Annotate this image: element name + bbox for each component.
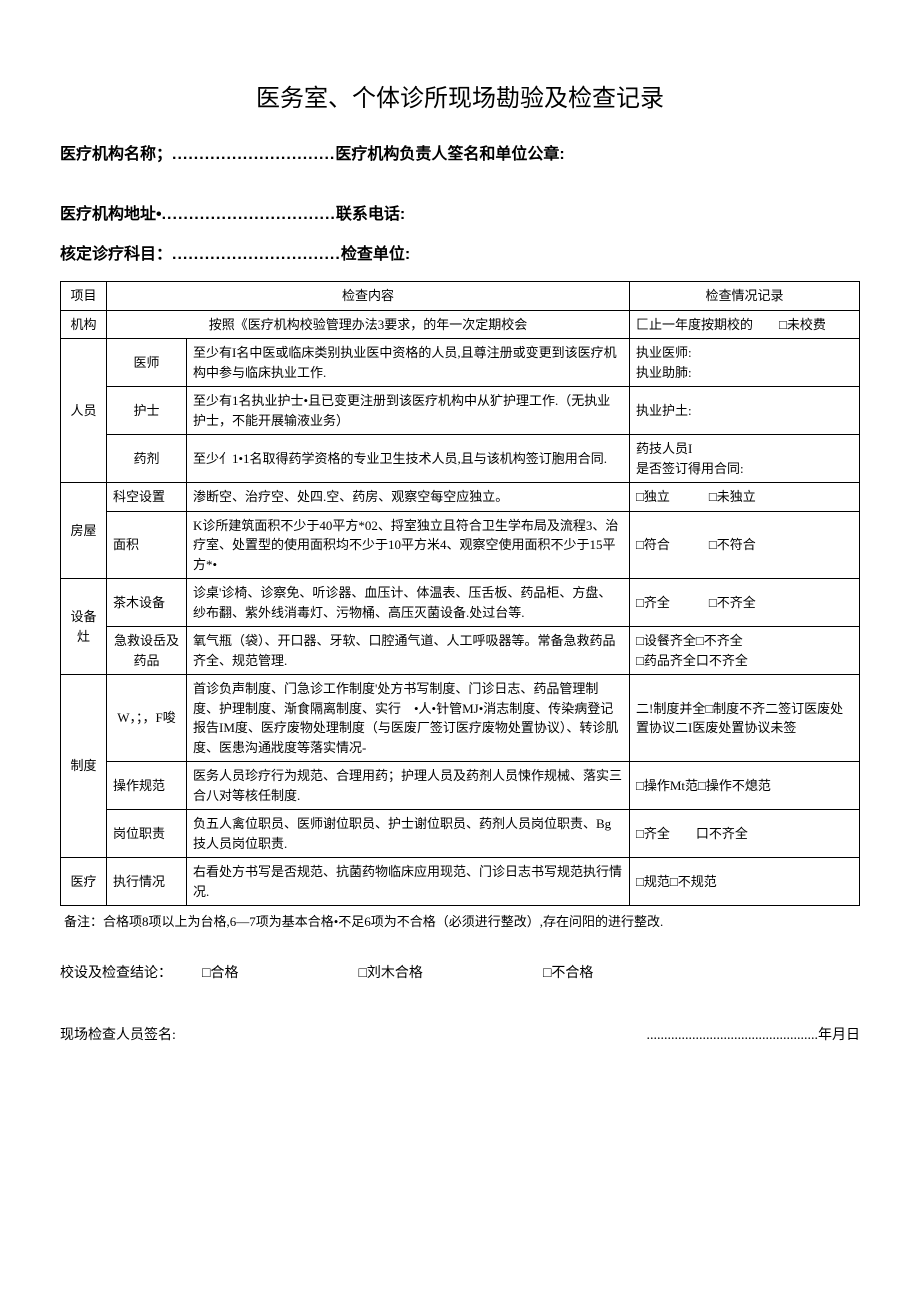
cell-rescue-record: □设餐齐全□不齐全 □药品齐全口不齐全 [630, 627, 860, 675]
cell-rescue-sub: 急救设岳及药品 [107, 627, 187, 675]
header1-suffix: 医疗机构负责人筌名和单位公章: [335, 146, 564, 163]
cell-system-cat: 制度 [61, 675, 107, 858]
conclusion-row: 校设及检查结论： □合格 □刘木合格 □不合格 [60, 963, 860, 985]
header2-label: 医疗机构地址• [60, 206, 162, 223]
cell-med-cat: 医疗 [61, 858, 107, 906]
cell-org-cat: 机构 [61, 310, 107, 339]
table-row: 药剂 至少亻1•1名取得药学资格的专业卫生技术人员,且与该机构签订胞用合同. 药… [61, 435, 860, 483]
table-header-row: 项目 检查内容 检查情况记录 [61, 282, 860, 311]
footnote: 备注：合格项8项以上为台格,6—7项为基本合格•不足6项为不合格（必须进行整改）… [60, 912, 860, 933]
cell-room-content: 渗断空、治疗空、处四.空、药房、观察空每空应独立。 [187, 483, 630, 512]
cell-pharma-content: 至少亻1•1名取得药学资格的专业卫生技术人员,且与该机构签订胞用合同. [187, 435, 630, 483]
conclusion-opt2: □刘木合格 [358, 963, 422, 985]
cell-pharma-sub: 药剂 [107, 435, 187, 483]
cell-exec-record: □规范□不规范 [630, 858, 860, 906]
signature-date: 年月日 [818, 1028, 860, 1043]
cell-post-content: 负五人禽位职员、医师谢位职员、护士谢位职员、药剂人员岗位职责、Bg技人员岗位职责… [187, 810, 630, 858]
table-row: 面积 K诊所建筑面积不少于40平方*02、捋室独立且符合卫生学布局及流程3、治疗… [61, 511, 860, 579]
cell-furniture-content: 诊桌'诊椅、诊察免、听诊器、血压计、体温表、压舌板、药品柜、方盘、纱布翻、紫外线… [187, 579, 630, 627]
cell-personnel-cat: 人员 [61, 339, 107, 483]
conclusion-opt1: □合格 [202, 963, 238, 985]
header3-suffix: 检查单位: [341, 246, 410, 263]
conclusion-label: 校设及检查结论： [60, 963, 172, 985]
cell-doctor-content: 至少有I名中医或临床类别执业医中资格的人员,且尊注册或变更到该医疗机构中参与临床… [187, 339, 630, 387]
cell-job-sub: W，；，F唆 [107, 675, 187, 762]
cell-org-content: 按照《医疗机构校验管理办法3要求，的年一次定期校会 [107, 310, 630, 339]
header1-label: 医疗机构名称； [60, 146, 172, 163]
inspection-table: 项目 检查内容 检查情况记录 机构 按照《医疗机构校验管理办法3要求，的年一次定… [60, 281, 860, 906]
table-row: 制度 W，；，F唆 首诊负声制度、门急诊工作制度'处方书写制度、门诊日志、药品管… [61, 675, 860, 762]
th-record: 检查情况记录 [630, 282, 860, 311]
cell-equip-cat: 设备灶 [61, 579, 107, 675]
header-org-name: 医疗机构名称；..............................医疗机… [60, 142, 860, 168]
header-org-address: 医疗机构地址•................................联… [60, 202, 860, 228]
cell-job-record: 二!制度并全□制度不齐二签订医废处置协议二I医废处置协议未签 [630, 675, 860, 762]
table-row: 急救设岳及药品 氧气瓶（袋）、开口器、牙软、口腔通气道、人工呼吸器等。常备急救药… [61, 627, 860, 675]
cell-area-record: □符合 □不符合 [630, 511, 860, 579]
header-dept: 核定诊疗科目：...............................检查… [60, 242, 860, 268]
th-content: 检查内容 [107, 282, 630, 311]
cell-room-sub: 科空设置 [107, 483, 187, 512]
signature-dots: ........................................… [647, 1028, 819, 1043]
header2-suffix: 联系电话: [336, 206, 405, 223]
signature-row: 现场检查人员签名: ..............................… [60, 1025, 860, 1047]
cell-exec-sub: 执行情况 [107, 858, 187, 906]
cell-op-record: □操作Mt范□操作不熄范 [630, 762, 860, 810]
table-row: 岗位职责 负五人禽位职员、医师谢位职员、护士谢位职员、药剂人员岗位职责、Bg技人… [61, 810, 860, 858]
cell-nurse-content: 至少有1名执业护士•且已变更注册到该医疗机构中从犷护理工作.（无执业护士，不能开… [187, 387, 630, 435]
cell-furniture-sub: 茶木设备 [107, 579, 187, 627]
table-row: 护士 至少有1名执业护士•且已变更注册到该医疗机构中从犷护理工作.（无执业护士，… [61, 387, 860, 435]
table-row: 房屋 科空设置 渗断空、治疗空、处四.空、药房、观察空每空应独立。 □独立 □未… [61, 483, 860, 512]
cell-post-sub: 岗位职责 [107, 810, 187, 858]
header3-label: 核定诊疗科目： [60, 246, 172, 263]
cell-op-sub: 操作规范 [107, 762, 187, 810]
cell-post-record: □齐全 口不齐全 [630, 810, 860, 858]
cell-room-record: □独立 □未独立 [630, 483, 860, 512]
cell-furniture-record: □齐全 □不齐全 [630, 579, 860, 627]
table-row: 医疗 执行情况 右看处方书写是否规范、抗菌药物临床应用现范、门诊日志书写规范执行… [61, 858, 860, 906]
cell-op-content: 医务人员珍疗行为规范、合理用药；护理人员及药剂人员悚作规械、落实三合八对等核任制… [187, 762, 630, 810]
cell-org-record: 匚止一年度按期校的 □未校费 [630, 310, 860, 339]
cell-house-cat: 房屋 [61, 483, 107, 579]
table-row: 机构 按照《医疗机构校验管理办法3要求，的年一次定期校会 匚止一年度按期校的 □… [61, 310, 860, 339]
cell-doctor-sub: 医师 [107, 339, 187, 387]
header3-dots: ............................... [172, 246, 341, 263]
cell-area-content: K诊所建筑面积不少于40平方*02、捋室独立且符合卫生学布局及流程3、治疗室、处… [187, 511, 630, 579]
header1-dots: .............................. [172, 146, 335, 163]
signature-label: 现场检查人员签名: [60, 1025, 176, 1047]
cell-pharma-record: 药技人员I 是否签订得用合同: [630, 435, 860, 483]
cell-job-content: 首诊负声制度、门急诊工作制度'处方书写制度、门诊日志、药品管理制度、护理制度、渐… [187, 675, 630, 762]
conclusion-opt3: □不合格 [543, 963, 593, 985]
cell-rescue-content: 氧气瓶（袋）、开口器、牙软、口腔通气道、人工呼吸器等。常备急救药品齐全、规范管理… [187, 627, 630, 675]
cell-area-sub: 面积 [107, 511, 187, 579]
page-title: 医务室、个体诊所现场勘验及检查记录 [60, 80, 860, 118]
cell-nurse-record: 执业护土: [630, 387, 860, 435]
table-row: 人员 医师 至少有I名中医或临床类别执业医中资格的人员,且尊注册或变更到该医疗机… [61, 339, 860, 387]
table-row: 操作规范 医务人员珍疗行为规范、合理用药；护理人员及药剂人员悚作规械、落实三合八… [61, 762, 860, 810]
th-project: 项目 [61, 282, 107, 311]
header2-dots: ................................ [162, 206, 336, 223]
cell-nurse-sub: 护士 [107, 387, 187, 435]
table-row: 设备灶 茶木设备 诊桌'诊椅、诊察免、听诊器、血压计、体温表、压舌板、药品柜、方… [61, 579, 860, 627]
cell-exec-content: 右看处方书写是否规范、抗菌药物临床应用现范、门诊日志书写规范执行情况. [187, 858, 630, 906]
cell-doctor-record: 执业医师: 执业助肺: [630, 339, 860, 387]
